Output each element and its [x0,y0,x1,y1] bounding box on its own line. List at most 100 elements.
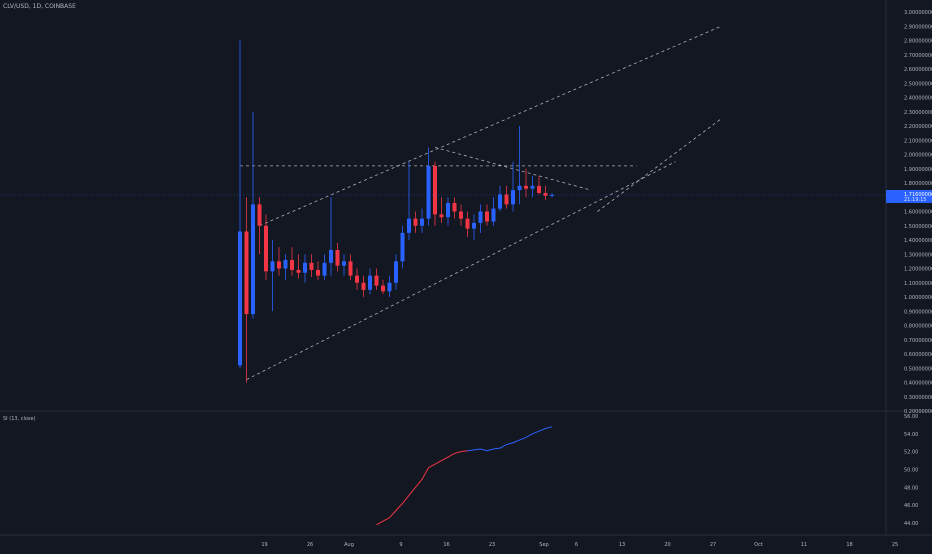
candle-body [433,165,437,215]
candle-body [452,202,457,212]
candle-body [290,259,294,270]
candle-body [368,275,372,290]
candle-body [348,261,353,276]
x-tick-label: 20 [664,542,670,548]
candle-body [387,282,392,292]
price-tag-value: 1.71600000 [904,192,932,198]
rsi-line-blue [467,426,553,452]
x-tick-label: 26 [307,542,313,548]
candle-body [381,285,385,292]
y-tick-label: 1.30000000 [904,252,932,258]
candle-body [407,218,411,233]
symbol-title: CLV/USD, 1D, COINBASE [3,3,76,10]
y-tick-label: 0.50000000 [904,366,932,372]
rsi-line-red [376,450,468,526]
candle-body [524,185,528,189]
candle-body [439,214,444,218]
y-tick-label: 1.90000000 [904,167,932,173]
y-tick-label: 0.90000000 [904,309,932,315]
candle-body [459,211,463,219]
x-tick-label: Aug [344,542,354,548]
candle-body [355,275,359,283]
x-tick-label: 18 [846,542,852,548]
candle-body [335,249,340,266]
candle-body [257,204,262,226]
candle-body [329,249,333,263]
x-tick-label: 9 [399,542,402,548]
y-tick-label: 1.20000000 [904,267,932,273]
candle-body [322,262,327,276]
candle-body [296,269,301,273]
candle-body [244,231,249,315]
x-tick-label: 23 [489,542,495,548]
y-tick-label: 1.80000000 [904,181,932,187]
x-tick-label: 16 [443,542,449,548]
candle-body [550,194,554,196]
candle-body [400,232,405,262]
y-tick-label: 0.70000000 [904,338,932,344]
y-tick-label: 3.00000000 [904,10,932,16]
channel-lower-line [246,161,676,381]
candle-body [309,262,314,270]
candle-body [446,202,450,218]
x-tick-label: 25 [892,542,898,548]
y-tick-label: 0.60000000 [904,352,932,358]
candle-body [251,204,255,315]
candle-body [277,261,281,269]
y-tick-label: 0.40000000 [904,381,932,387]
y-tick-label: 1.00000000 [904,295,932,301]
candle-body [283,259,288,269]
candle-body [264,225,268,272]
candle-body [238,231,242,366]
y-tick-label: 2.30000000 [904,110,932,116]
y-tick-label: 2.90000000 [904,24,932,30]
y-tick-label: 2.50000000 [904,81,932,87]
y-tick-label: 2.20000000 [904,124,932,130]
price-tag-box [886,189,932,203]
y-tick-label: 2.00000000 [904,153,932,159]
y-tick-label: 1.10000000 [904,281,932,287]
rsi-y-tick-label: 56.00 [904,414,918,420]
candle-body [537,185,541,193]
candle-body [511,190,515,205]
y-tick-label: 1.60000000 [904,210,932,216]
candle-body [478,211,483,223]
x-tick-label: Sep [539,542,548,548]
candle-body [498,194,502,209]
x-tick-label: 27 [710,542,716,548]
candle-body [342,261,346,266]
x-tick-label: 19 [261,542,267,548]
price-tag-countdown: 21:19:15 [904,197,926,203]
indicator-title: SI (13, close) [3,416,36,422]
y-tick-label: 0.80000000 [904,324,932,330]
candle-body [472,222,476,229]
candle-body [530,185,535,189]
candle-body [413,218,418,226]
candle-body [394,261,398,283]
rsi-y-tick-label: 46.00 [904,503,918,509]
y-tick-label: 1.40000000 [904,238,932,244]
y-tick-label: 2.10000000 [904,138,932,144]
x-tick-label: 13 [619,542,625,548]
rsi-y-tick-label: 54.00 [904,432,918,438]
y-tick-label: 2.70000000 [904,53,932,59]
x-tick-label: 6 [575,542,578,548]
rsi-y-tick-label: 50.00 [904,468,918,474]
candle-body [517,185,522,191]
candle-body [361,282,366,290]
candle-body [426,165,431,219]
candle-body [303,262,307,273]
rsi-y-tick-label: 52.00 [904,450,918,456]
candle-body [270,261,275,272]
candle-body [491,208,496,222]
y-tick-label: 2.60000000 [904,67,932,73]
rsi-y-tick-label: 44.00 [904,521,918,527]
candle-body [485,211,489,222]
y-tick-label: 0.20000000 [904,409,932,415]
candle-body [504,194,509,205]
channel-mid-line [597,118,722,212]
candle-body [465,218,470,229]
